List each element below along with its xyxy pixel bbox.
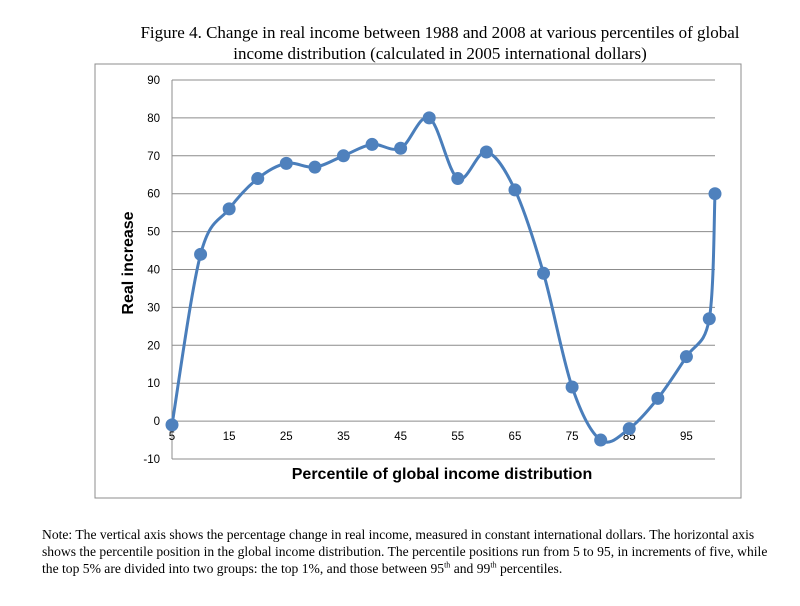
data-point [708, 187, 722, 201]
data-point [537, 266, 551, 280]
note-text-2: and 99 [450, 561, 491, 576]
x-tick-label: 25 [280, 431, 293, 443]
data-point [479, 145, 493, 159]
x-tick-label: 45 [394, 431, 407, 443]
data-point [422, 111, 436, 125]
x-tick-label: 55 [451, 431, 464, 443]
figure-note: Note: The vertical axis shows the percen… [42, 526, 772, 577]
y-tick-label: 60 [147, 189, 160, 201]
x-tick-label: 5 [169, 431, 175, 443]
x-tick-label: 35 [337, 431, 350, 443]
x-tick-label: 65 [509, 431, 522, 443]
y-tick-label: 80 [147, 113, 160, 125]
series-line [170, 116, 717, 444]
y-tick-label: 40 [147, 265, 160, 277]
note-superscript-2: th [490, 560, 497, 570]
data-point [308, 160, 322, 174]
x-tick-label: 15 [223, 431, 236, 443]
data-point [594, 433, 608, 447]
data-point [194, 247, 208, 261]
y-tick-label: 50 [147, 227, 160, 239]
y-tick-label: 20 [147, 340, 160, 352]
data-markers [165, 111, 722, 447]
data-point [679, 350, 693, 364]
y-tick-label: 30 [147, 302, 160, 314]
x-tick-label: 75 [566, 431, 579, 443]
chart-border [94, 63, 742, 499]
data-point [508, 183, 522, 197]
data-point [165, 418, 179, 432]
figure-title-line-1: Figure 4. Change in real income between … [140, 23, 740, 42]
note-text-1: Note: The vertical axis shows the percen… [42, 527, 768, 576]
y-tick-label: -10 [143, 454, 160, 466]
data-point [222, 202, 236, 216]
data-point [365, 137, 379, 151]
y-tick-labels: 90 80 70 60 50 40 30 20 10 0 -10 [143, 75, 160, 466]
x-tick-label: 95 [680, 431, 693, 443]
y-axis-title: Real increase [120, 211, 137, 314]
data-point [451, 172, 465, 186]
data-point [702, 312, 716, 326]
y-tick-label: 0 [154, 416, 160, 428]
y-tick-label: 10 [147, 378, 160, 390]
data-point [622, 422, 636, 436]
data-point [251, 172, 265, 186]
x-axis-title: Percentile of global income distribution [292, 466, 592, 483]
data-point [394, 141, 408, 155]
figure-title-line-2: income distribution (calculated in 2005 … [233, 44, 647, 63]
figure-title: Figure 4. Change in real income between … [90, 22, 790, 64]
note-text-3: percentiles. [496, 561, 563, 576]
data-point [651, 391, 665, 405]
data-point [565, 380, 579, 394]
y-tick-label: 70 [147, 151, 160, 163]
data-point [279, 156, 293, 170]
data-point [336, 149, 350, 163]
y-tick-label: 90 [147, 75, 160, 87]
note-superscript-1: th [444, 560, 451, 570]
x-tick-labels: 5 15 25 35 45 55 65 75 85 95 [169, 431, 693, 443]
gridlines [172, 79, 715, 460]
